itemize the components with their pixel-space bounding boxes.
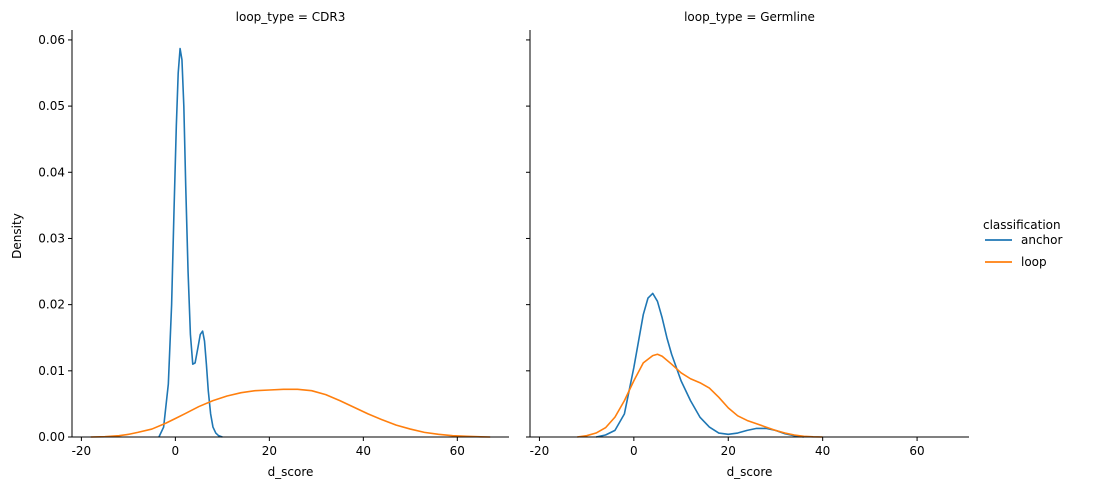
y-tick-label: 0.04 (38, 165, 65, 179)
kde-curve-anchor (595, 292, 804, 438)
x-axis-label: d_score (727, 465, 773, 479)
y-tick-label: 0.01 (38, 364, 65, 378)
facet-panel-2: loop_type = Germline -20 0 20 40 60 d_score (526, 10, 969, 479)
x-tick-label: 0 (630, 444, 638, 458)
y-axis-label: Density (10, 213, 24, 259)
y-tick-label: 0.05 (38, 99, 65, 113)
facet-title: loop_type = Germline (684, 10, 815, 24)
x-tick-label: 40 (356, 444, 371, 458)
facet-title: loop_type = CDR3 (236, 10, 346, 24)
kde-curve-anchor (158, 47, 223, 438)
x-tick-label: 20 (721, 444, 736, 458)
panels-layer: loop_type = CDR3 -20 0 20 40 60 d_score 0.00 0.0… (38, 10, 969, 479)
legend: classification anchor loop (983, 218, 1063, 269)
x-axis-label: d_score (268, 465, 314, 479)
legend-label-anchor: anchor (1021, 233, 1063, 247)
y-tick-label: 0.03 (38, 231, 65, 245)
y-tick-label: 0.02 (38, 298, 65, 312)
x-tick-label: 20 (262, 444, 277, 458)
kde-curve-loop (90, 388, 491, 438)
y-tick-label: 0.06 (38, 33, 65, 47)
legend-entries: anchor loop (985, 233, 1063, 269)
y-tick-label: 0.00 (38, 430, 65, 444)
x-tick-label: -20 (530, 444, 550, 458)
x-tick-label: 60 (909, 444, 924, 458)
x-tick-label: 60 (450, 444, 465, 458)
x-tick-label: -20 (72, 444, 92, 458)
x-tick-label: 0 (172, 444, 180, 458)
facet-panel-1: loop_type = CDR3 -20 0 20 40 60 d_score 0.00 0.0… (38, 10, 509, 479)
legend-label-loop: loop (1021, 255, 1047, 269)
legend-title: classification (983, 218, 1061, 232)
kde-curve-loop (577, 353, 823, 438)
x-tick-label: 40 (815, 444, 830, 458)
